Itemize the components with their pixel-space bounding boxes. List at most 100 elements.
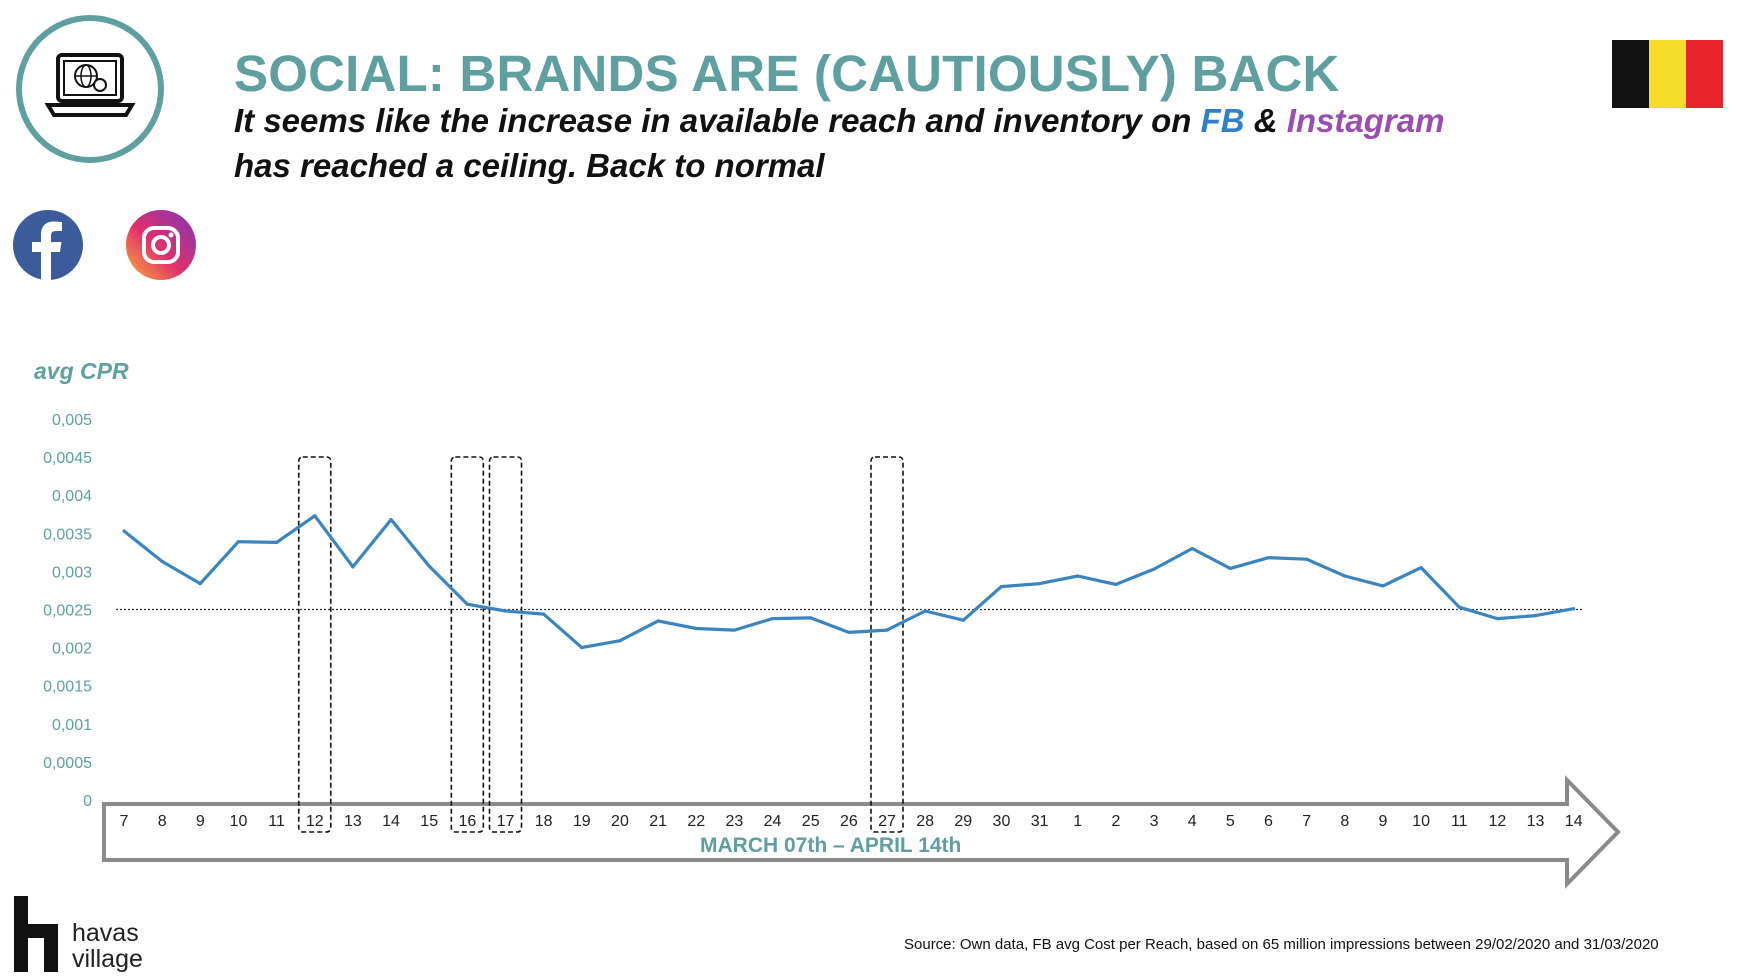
data-point — [1076, 574, 1080, 578]
x-tick-label: 28 — [916, 813, 934, 830]
x-tick-label: 8 — [1340, 813, 1349, 830]
x-tick-label: 14 — [382, 813, 400, 830]
data-point — [427, 564, 431, 568]
facebook-icon — [13, 210, 83, 280]
y-tick-label: 0,002 — [52, 641, 92, 658]
x-tick-label: 30 — [993, 813, 1011, 830]
x-tick-label: 12 — [306, 813, 324, 830]
data-point — [1572, 607, 1576, 611]
x-tick-label: 8 — [158, 813, 167, 830]
highlight-box — [870, 456, 904, 833]
y-tick-label: 0,0045 — [43, 450, 92, 467]
logo-line1: havas — [72, 919, 139, 947]
x-tick-label: 1 — [1073, 813, 1082, 830]
x-tick-label: 31 — [1031, 813, 1049, 830]
flag-stripe-red — [1686, 40, 1723, 108]
data-point — [198, 581, 202, 586]
flag-stripe-yellow — [1649, 40, 1686, 108]
x-tick-label: 10 — [1412, 813, 1430, 830]
page-subtitle: It seems like the increase in available … — [234, 98, 1534, 188]
y-tick-label: 0,004 — [52, 488, 92, 505]
x-tick-label: 6 — [1264, 813, 1273, 830]
x-tick-label: 27 — [878, 813, 896, 830]
data-point — [1533, 613, 1538, 618]
data-point — [1266, 556, 1271, 560]
data-point — [1457, 605, 1461, 609]
subtitle-amp: & — [1244, 102, 1287, 139]
y-tick-label: 0,0005 — [43, 755, 92, 772]
subtitle-part2: has reached a ceiling. Back to normal — [234, 147, 825, 184]
data-point — [770, 617, 775, 621]
x-tick-label: 22 — [687, 813, 705, 830]
y-tick-label: 0,003 — [52, 564, 92, 581]
data-point — [1305, 557, 1309, 561]
data-point — [1228, 566, 1232, 570]
data-point — [809, 616, 813, 620]
data-point — [656, 619, 660, 623]
data-point — [1419, 565, 1423, 570]
data-point — [1381, 584, 1385, 588]
laptop-globe-icon — [16, 15, 164, 163]
x-tick-label: 13 — [344, 813, 362, 830]
x-tick-label: 18 — [535, 813, 553, 830]
x-tick-label: 9 — [1378, 813, 1387, 830]
data-point — [961, 618, 965, 622]
series-line — [123, 514, 1574, 650]
data-point — [580, 646, 584, 650]
x-tick-label: 13 — [1527, 813, 1545, 830]
data-point — [1152, 567, 1156, 571]
data-point — [542, 612, 546, 616]
x-tick-label: 4 — [1188, 813, 1197, 830]
y-tick-label: 0,0015 — [43, 679, 92, 696]
data-point — [351, 565, 355, 569]
x-tick-label: 12 — [1489, 813, 1507, 830]
y-tick-label: 0,005 — [52, 412, 92, 429]
y-tick-label: 0,0025 — [43, 603, 92, 620]
subtitle-fb: FB — [1200, 102, 1245, 139]
data-point — [1114, 582, 1118, 586]
x-tick-label: 3 — [1150, 813, 1159, 830]
data-point — [999, 585, 1004, 589]
x-tick-label: 10 — [230, 813, 248, 830]
x-tick-label: 26 — [840, 813, 858, 830]
data-point — [275, 540, 279, 545]
x-tick-label: 15 — [420, 813, 438, 830]
y-tick-label: 0 — [83, 793, 92, 810]
data-point — [847, 630, 851, 634]
data-point — [1495, 617, 1499, 621]
havas-village-wordmark: havas village — [72, 920, 143, 972]
highlight-box — [450, 456, 485, 833]
data-point — [503, 609, 508, 613]
data-point — [694, 626, 698, 631]
instagram-icon — [126, 210, 196, 280]
subtitle-part1: It seems like the increase in available … — [234, 102, 1201, 139]
data-point — [313, 514, 317, 518]
highlight-box — [488, 456, 523, 833]
x-tick-label: 11 — [1451, 813, 1468, 830]
flag-stripe-black — [1612, 40, 1649, 108]
x-tick-label: 20 — [611, 813, 629, 830]
x-tick-label: 21 — [649, 813, 667, 830]
data-point — [1343, 574, 1347, 578]
data-point — [618, 639, 622, 643]
page-title: SOCIAL: BRANDS ARE (CAUTIOUSLY) BACK — [234, 45, 1340, 102]
data-point — [885, 628, 889, 632]
subtitle-instagram: Instagram — [1286, 102, 1445, 139]
belgium-flag-icon — [1612, 40, 1723, 108]
x-tick-label: 5 — [1226, 813, 1235, 830]
havas-village-logo — [14, 896, 154, 972]
data-point — [465, 602, 469, 606]
data-point — [160, 559, 164, 564]
x-tick-label: 14 — [1565, 813, 1583, 830]
y-axis-title: avg CPR — [34, 358, 129, 384]
data-point — [732, 628, 737, 632]
x-tick-label: 9 — [196, 813, 205, 830]
highlight-box — [297, 456, 332, 833]
x-tick-label: 7 — [1302, 813, 1311, 830]
x-tick-label: 25 — [802, 813, 820, 830]
y-tick-label: 0,0035 — [43, 526, 92, 543]
logo-line2: village — [72, 945, 143, 973]
data-point — [1038, 581, 1042, 586]
x-tick-label: 11 — [268, 813, 285, 830]
